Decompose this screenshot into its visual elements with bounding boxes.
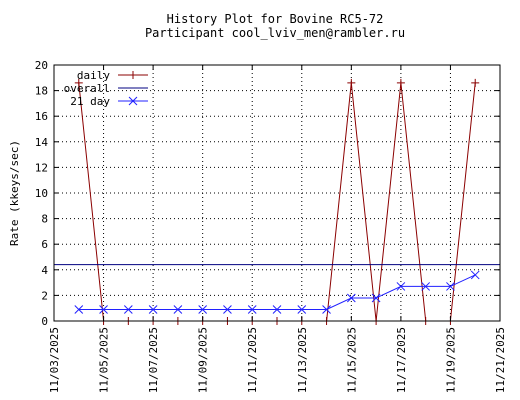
series-21-day-line <box>78 274 476 310</box>
series-21-day-point <box>123 305 133 314</box>
y-tick-label: 10 <box>35 187 48 200</box>
y-tick-label: 0 <box>41 315 48 328</box>
chart-subtitle: Participant cool_lviv_men@rambler.ru <box>145 26 405 40</box>
series-21-day-point <box>247 305 257 314</box>
y-tick-label: 16 <box>35 110 48 123</box>
y-tick-label: 12 <box>35 161 48 174</box>
series-21-day <box>74 270 480 314</box>
x-tick-label: 11/15/2025 <box>345 327 358 393</box>
legend-marker-21-day <box>128 96 138 106</box>
series-21-day-point <box>446 282 455 291</box>
series-21-day-point <box>371 293 381 303</box>
y-axis-label: Rate (kkeys/sec) <box>8 140 21 246</box>
series-21-day-point <box>470 270 480 280</box>
plot-border <box>53 64 501 322</box>
axes: 0 2 4 6 8 10 12 14 16 18 20 11/03/2025 11/05/2025 11/… <box>35 59 507 393</box>
series-21-day-point <box>322 305 331 314</box>
x-tick-label: 11/03/2025 <box>48 327 61 393</box>
series-daily-point <box>396 78 405 87</box>
y-tick-label: 8 <box>41 213 48 226</box>
grid <box>54 65 500 321</box>
series-21-day-point <box>223 305 232 314</box>
series-daily-point <box>74 78 83 87</box>
series-21-day-point <box>74 305 84 314</box>
series-daily-point <box>471 78 480 87</box>
x-tick-label: 11/21/2025 <box>494 327 507 393</box>
x-tick-label: 11/05/2025 <box>98 327 111 393</box>
series-21-day-point <box>396 282 406 291</box>
x-tick-label: 11/13/2025 <box>296 327 309 393</box>
x-tick-label: 11/19/2025 <box>444 327 457 393</box>
legend-marker-daily <box>129 71 137 79</box>
x-tick-label: 11/11/2025 <box>246 327 259 393</box>
chart-title: History Plot for Bovine RC5-72 <box>167 12 384 26</box>
y-tick-label: 18 <box>35 85 48 98</box>
series-21-day-point <box>198 305 208 314</box>
series-21-day-point <box>346 293 356 303</box>
legend-label-daily: daily <box>77 69 110 82</box>
series-21-day-point <box>173 305 183 314</box>
y-tick-label: 4 <box>41 264 48 277</box>
legend-label-21-day: 21 day <box>70 95 110 108</box>
y-tick-label: 14 <box>35 136 49 149</box>
series-21-day-point <box>148 305 158 314</box>
series-21-day-point <box>421 282 431 291</box>
series-21-day-point <box>297 305 307 314</box>
x-tick-label: 11/17/2025 <box>395 327 408 393</box>
x-tick-label: 11/07/2025 <box>147 327 160 393</box>
series-daily-point <box>347 78 356 87</box>
series-daily-line <box>78 82 476 322</box>
y-tick-label: 6 <box>41 238 48 251</box>
series-21-day-point <box>99 305 108 314</box>
y-tick-label: 20 <box>35 59 48 72</box>
x-tick-label: 11/09/2025 <box>197 327 210 393</box>
legend-label-overall: overall <box>64 82 110 95</box>
series-21-day-point <box>272 305 282 314</box>
y-tick-label: 2 <box>41 289 48 302</box>
series-layer <box>54 78 500 325</box>
